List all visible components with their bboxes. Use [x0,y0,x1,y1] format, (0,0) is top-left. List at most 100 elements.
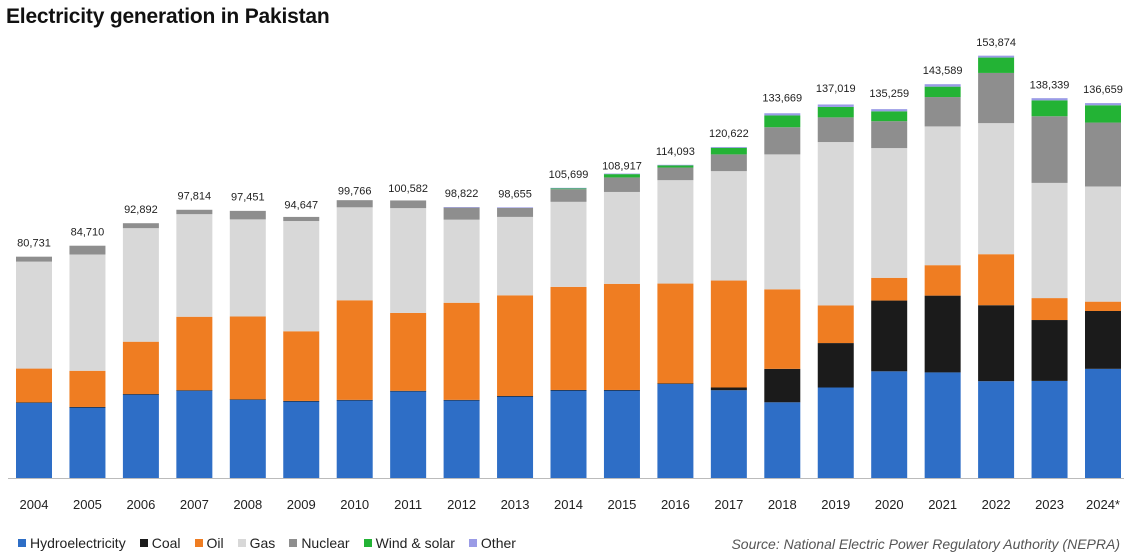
legend: Hydroelectricity Coal Oil Gas Nuclear Wi… [18,535,530,551]
segment-nuclear-2014 [550,189,587,202]
segment-hydroelectricity-2014 [550,390,587,478]
segment-gas-2009 [283,221,320,332]
category-label-2012: 2012 [447,497,476,512]
bar-2016 [657,164,694,478]
legend-item-nuclear: Nuclear [289,535,350,551]
segment-wind-solar-2015 [603,174,640,178]
segment-hydroelectricity-2024 [1085,368,1121,478]
total-label-2015: 108,917 [602,160,642,172]
legend-swatch-nuclear [289,539,298,547]
segment-hydroelectricity-2020 [871,371,908,478]
segment-other-2018 [764,113,801,116]
segment-oil-2023 [1031,298,1068,321]
segment-other-2017 [710,146,747,148]
source-note: Source: National Electric Power Regulato… [731,536,1120,552]
segment-wind-solar-2018 [764,115,801,128]
segment-coal-2018 [764,368,801,403]
total-label-2012: 98,822 [445,188,479,200]
segment-nuclear-2005 [69,245,106,255]
category-label-2019: 2019 [821,497,850,512]
segment-oil-2004 [16,368,52,403]
category-label-2015: 2015 [607,497,636,512]
total-label-2005: 84,710 [71,227,105,239]
segment-hydroelectricity-2017 [710,390,747,478]
bar-2009 [283,216,320,478]
total-label-2016: 114,093 [656,146,695,158]
segment-hydroelectricity-2009 [283,401,320,478]
total-label-2010: 99,766 [338,185,372,197]
segment-nuclear-2017 [710,154,747,172]
segment-gas-2018 [764,154,801,290]
segment-coal-2021 [924,295,961,373]
bar-2017 [710,146,747,478]
segment-wind-solar-2014 [550,188,587,190]
bar-2019 [817,104,854,478]
segment-gas-2007 [176,214,213,317]
segment-gas-2023 [1031,182,1068,299]
legend-label-hydro: Hydroelectricity [30,535,126,551]
bar-groups [8,55,1124,479]
segment-hydroelectricity-2023 [1031,380,1068,478]
category-label-2016: 2016 [661,497,690,512]
legend-label-nuclear: Nuclear [301,535,350,551]
segment-hydroelectricity-2022 [978,381,1015,478]
legend-item-wind-solar: Wind & solar [363,535,455,551]
segment-hydroelectricity-2008 [229,399,266,478]
legend-label-oil: Oil [206,535,224,551]
bar-2023 [1031,98,1068,478]
category-label-2008: 2008 [233,497,262,512]
segment-gas-2022 [978,123,1015,255]
segment-gas-2013 [497,216,534,296]
segment-gas-2017 [710,171,747,281]
total-label-2022: 153,874 [976,37,1016,49]
segment-coal-2009 [283,400,320,402]
segment-hydroelectricity-2004 [16,402,52,478]
segment-oil-2006 [122,341,159,395]
segment-gas-2015 [603,191,640,284]
legend-item-hydro: Hydroelectricity [18,535,126,551]
segment-nuclear-2021 [924,97,961,127]
segment-coal-2013 [497,395,534,397]
segment-hydroelectricity-2019 [817,387,854,478]
bar-2015 [603,173,640,478]
segment-gas-2021 [924,126,961,266]
segment-hydroelectricity-2007 [176,390,213,478]
segment-hydroelectricity-2012 [443,400,480,478]
bar-2010 [336,200,373,478]
chart-title: Electricity generation in Pakistan [6,5,330,28]
legend-item-coal: Coal [139,535,181,551]
segment-gas-2020 [871,148,908,278]
segment-gas-2011 [390,208,427,313]
segment-other-2020 [871,109,908,112]
segment-coal-2007 [176,390,213,391]
legend-label-other: Other [480,535,516,551]
category-label-2010: 2010 [340,497,369,512]
total-label-2017: 120,622 [709,128,749,140]
category-label-2023: 2023 [1035,497,1064,512]
segment-other-2014 [550,187,587,189]
segment-oil-2013 [497,295,534,396]
segment-coal-2005 [69,406,106,408]
segment-nuclear-2024 [1085,122,1121,187]
bar-2013 [497,207,534,478]
legend-swatch-gas [237,539,246,547]
segment-coal-2008 [229,399,266,400]
total-label-2014: 105,699 [549,169,589,181]
legend-swatch-other [468,539,477,547]
segment-coal-2020 [871,300,908,372]
segment-wind-solar-2024 [1085,105,1121,123]
segment-nuclear-2015 [603,177,640,192]
segment-oil-2022 [978,254,1015,306]
category-label-2004: 2004 [20,497,49,512]
category-label-2009: 2009 [287,497,316,512]
bar-2024 [1085,103,1121,478]
segment-other-2023 [1031,98,1068,101]
segment-oil-2012 [443,302,480,400]
total-label-2009: 94,647 [284,199,318,211]
segment-oil-2016 [657,283,694,384]
segment-other-2012 [443,207,480,208]
segment-nuclear-2013 [497,207,534,217]
total-label-2018: 133,669 [762,92,802,104]
segment-hydroelectricity-2006 [122,394,159,478]
segment-hydroelectricity-2021 [924,372,961,478]
